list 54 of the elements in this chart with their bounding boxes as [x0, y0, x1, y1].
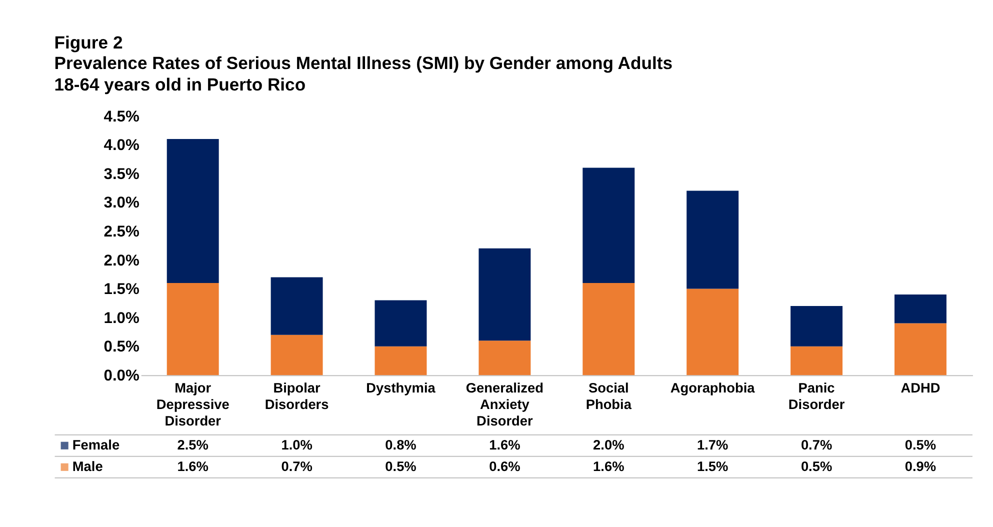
data-label: 2.0% — [593, 438, 624, 453]
bar — [374, 300, 427, 346]
data-label: 0.7% — [281, 459, 312, 474]
data-label: 1.6% — [489, 438, 520, 453]
x-tick-label: Generalized Anxiety Disorder — [466, 380, 544, 429]
x-tick-label: Social Phobia — [586, 380, 632, 412]
x-tick-label: Panic Disorder — [788, 380, 846, 412]
bar — [582, 168, 635, 283]
data-label: 2.5% — [177, 438, 208, 453]
x-tick-label: Major Depressive Disorder — [156, 380, 230, 429]
bar — [270, 277, 323, 335]
bar — [894, 294, 946, 324]
bar — [686, 190, 739, 289]
y-tick-label: 1.0% — [104, 310, 140, 327]
bar — [166, 138, 219, 283]
legend-label: Female — [72, 438, 120, 453]
bar — [374, 346, 427, 376]
bar — [790, 346, 843, 376]
data-label: 0.8% — [385, 438, 416, 453]
x-tick-label: Dysthymia — [366, 380, 436, 396]
bar — [686, 288, 739, 376]
bar — [270, 334, 323, 376]
x-tick-label: Agoraphobia — [670, 380, 756, 396]
y-tick-label: 0.5% — [104, 338, 140, 356]
bar — [582, 282, 635, 376]
x-tick-label: Bipolar Disorders — [264, 380, 330, 412]
x-tick-label: ADHD — [900, 380, 940, 396]
y-tick-label: 2.5% — [104, 224, 140, 241]
bar — [790, 306, 843, 346]
chart-title: Figure 2 — [54, 32, 123, 52]
legend-label: Male — [72, 459, 104, 474]
y-tick-label: 4.5% — [104, 108, 140, 126]
bar — [478, 340, 531, 376]
bar — [894, 323, 946, 376]
data-label: 1.6% — [177, 459, 208, 474]
data-label: 1.5% — [696, 459, 728, 474]
chart-subtitle: Prevalence Rates of Serious Mental Illness (SMI) by Gender among Adults 18-64 years old in Puerto Rico — [54, 52, 673, 94]
data-label: 0.5% — [800, 459, 832, 474]
y-tick-label: 1.5% — [104, 281, 140, 298]
data-label: 0.7% — [800, 438, 832, 453]
data-label: 1.0% — [281, 438, 312, 453]
bar — [166, 282, 219, 376]
data-label: 0.5% — [904, 438, 936, 453]
y-tick-label: 2.0% — [104, 252, 140, 270]
bar — [478, 248, 531, 341]
y-tick-label: 3.0% — [104, 194, 140, 212]
y-tick-label: 4.0% — [104, 137, 140, 154]
data-label: 0.5% — [385, 459, 416, 474]
data-label: 0.9% — [904, 459, 936, 474]
data-label: 1.7% — [696, 438, 728, 453]
y-tick-label: 0.0% — [104, 368, 140, 385]
data-label: 0.6% — [489, 459, 520, 474]
y-tick-label: 3.5% — [104, 166, 140, 183]
data-label: 1.6% — [593, 459, 624, 474]
